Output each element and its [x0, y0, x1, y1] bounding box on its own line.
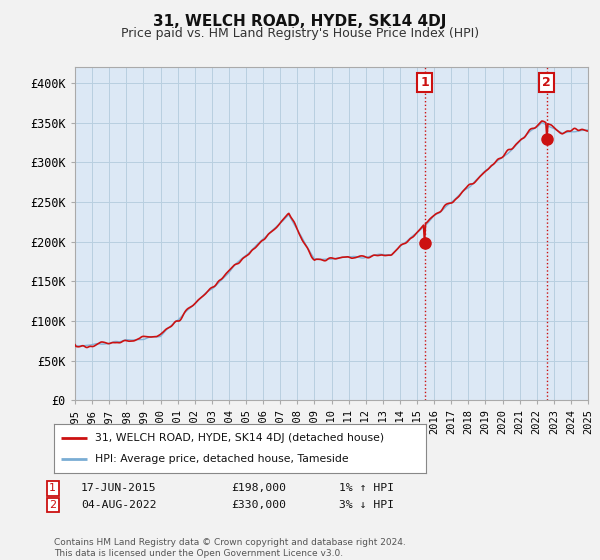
Text: 1% ↑ HPI: 1% ↑ HPI	[339, 483, 394, 493]
Text: 04-AUG-2022: 04-AUG-2022	[81, 500, 157, 510]
Text: 1: 1	[421, 76, 429, 88]
Text: 2: 2	[49, 500, 56, 510]
Text: £330,000: £330,000	[231, 500, 286, 510]
Text: 17-JUN-2015: 17-JUN-2015	[81, 483, 157, 493]
Text: 31, WELCH ROAD, HYDE, SK14 4DJ: 31, WELCH ROAD, HYDE, SK14 4DJ	[154, 14, 446, 29]
Text: £198,000: £198,000	[231, 483, 286, 493]
Text: 3% ↓ HPI: 3% ↓ HPI	[339, 500, 394, 510]
Text: Contains HM Land Registry data © Crown copyright and database right 2024.
This d: Contains HM Land Registry data © Crown c…	[54, 538, 406, 558]
Text: Price paid vs. HM Land Registry's House Price Index (HPI): Price paid vs. HM Land Registry's House …	[121, 27, 479, 40]
Text: 2: 2	[542, 76, 551, 88]
Text: HPI: Average price, detached house, Tameside: HPI: Average price, detached house, Tame…	[95, 454, 349, 464]
Text: 31, WELCH ROAD, HYDE, SK14 4DJ (detached house): 31, WELCH ROAD, HYDE, SK14 4DJ (detached…	[95, 433, 384, 443]
Text: 1: 1	[49, 483, 56, 493]
